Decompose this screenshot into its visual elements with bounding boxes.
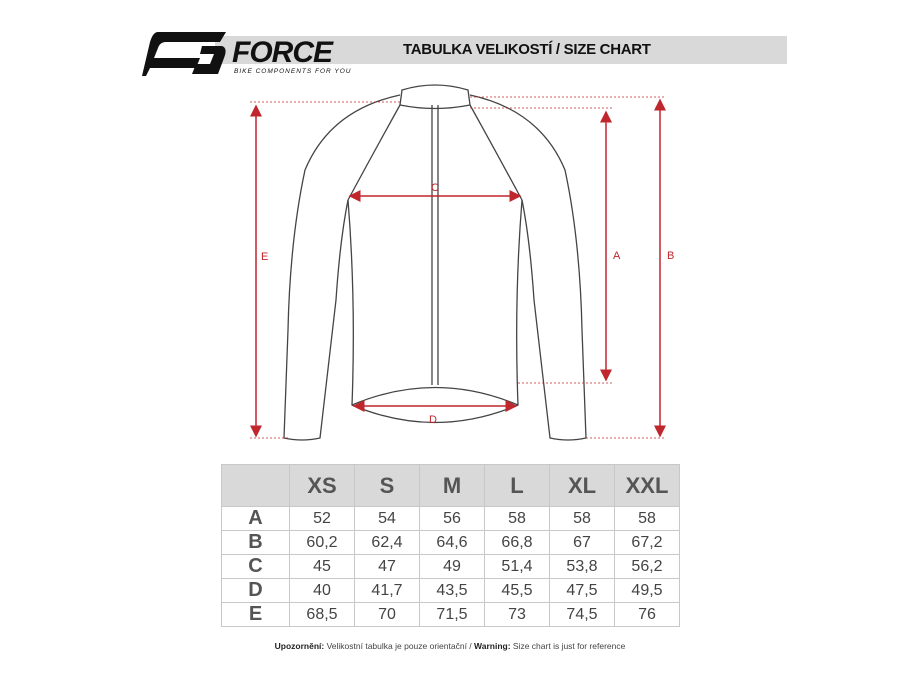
table-cell: 53,8 — [549, 554, 615, 579]
size-header: XXL — [614, 464, 680, 507]
size-table: XS S M L XL XXL A 52 54 56 58 58 58 B 60,2 62,4 64… — [221, 464, 680, 627]
table-cell: 74,5 — [549, 602, 615, 627]
measure-arrows — [250, 98, 666, 438]
table-cell: 58 — [549, 506, 615, 531]
table-cell: 52 — [289, 506, 355, 531]
title-bar — [215, 36, 787, 64]
row-label: A — [221, 506, 290, 531]
table-cell: 40 — [289, 578, 355, 603]
size-header: XS — [289, 464, 355, 507]
table-cell: 56,2 — [614, 554, 680, 579]
note-cz-text: Velikostní tabulka je pouze orientační / — [324, 641, 475, 651]
force-logo-icon — [142, 32, 226, 76]
table-cell: 41,7 — [354, 578, 420, 603]
corner-cell — [221, 464, 290, 507]
jacket-outline — [283, 84, 587, 441]
table-cell: 76 — [614, 602, 680, 627]
table-header-row: XS S M L XL XXL — [221, 464, 680, 507]
table-cell: 66,8 — [484, 530, 550, 555]
size-header: S — [354, 464, 420, 507]
table-row: B 60,2 62,4 64,6 66,8 67 67,2 — [221, 530, 680, 555]
table-cell: 58 — [614, 506, 680, 531]
note-en-text: Size chart is just for reference — [510, 641, 626, 651]
logo-tagline: BIKE COMPONENTS FOR YOU — [234, 68, 352, 75]
table-cell: 71,5 — [419, 602, 485, 627]
row-label: D — [221, 578, 290, 603]
table-cell: 54 — [354, 506, 420, 531]
row-label: B — [221, 530, 290, 555]
table-cell: 49,5 — [614, 578, 680, 603]
table-cell: 70 — [354, 602, 420, 627]
warning-note: Upozornění: Velikostní tabulka je pouze … — [0, 641, 900, 651]
table-cell: 45,5 — [484, 578, 550, 603]
label-c: C — [431, 182, 439, 194]
table-cell: 67 — [549, 530, 615, 555]
label-d: D — [429, 414, 437, 426]
table-row: E 68,5 70 71,5 73 74,5 76 — [221, 602, 680, 627]
table-row: C 45 47 49 51,4 53,8 56,2 — [221, 554, 680, 579]
table-cell: 64,6 — [419, 530, 485, 555]
table-cell: 51,4 — [484, 554, 550, 579]
label-e: E — [261, 251, 268, 263]
table-cell: 45 — [289, 554, 355, 579]
table-cell: 56 — [419, 506, 485, 531]
table-row: D 40 41,7 43,5 45,5 47,5 49,5 — [221, 578, 680, 603]
table-cell: 73 — [484, 602, 550, 627]
table-cell: 60,2 — [289, 530, 355, 555]
jacket-diagram: E A B C D — [250, 84, 674, 441]
note-cz-label: Upozornění: — [274, 641, 325, 651]
table-cell: 47,5 — [549, 578, 615, 603]
size-header: XL — [549, 464, 615, 507]
table-cell: 43,5 — [419, 578, 485, 603]
label-b: B — [667, 250, 674, 262]
table-cell: 67,2 — [614, 530, 680, 555]
table-row: A 52 54 56 58 58 58 — [221, 506, 680, 531]
table-cell: 47 — [354, 554, 420, 579]
row-label: E — [221, 602, 290, 627]
size-header: M — [419, 464, 485, 507]
guide-lines — [250, 96, 666, 439]
table-cell: 68,5 — [289, 602, 355, 627]
table-cell: 62,4 — [354, 530, 420, 555]
logo-text: FORCE — [232, 36, 333, 69]
label-a: A — [613, 250, 621, 262]
size-header: L — [484, 464, 550, 507]
row-label: C — [221, 554, 290, 579]
page-title: TABULKA VELIKOSTÍ / SIZE CHART — [403, 41, 651, 58]
table-cell: 49 — [419, 554, 485, 579]
table-cell: 58 — [484, 506, 550, 531]
note-en-label: Warning: — [474, 641, 511, 651]
